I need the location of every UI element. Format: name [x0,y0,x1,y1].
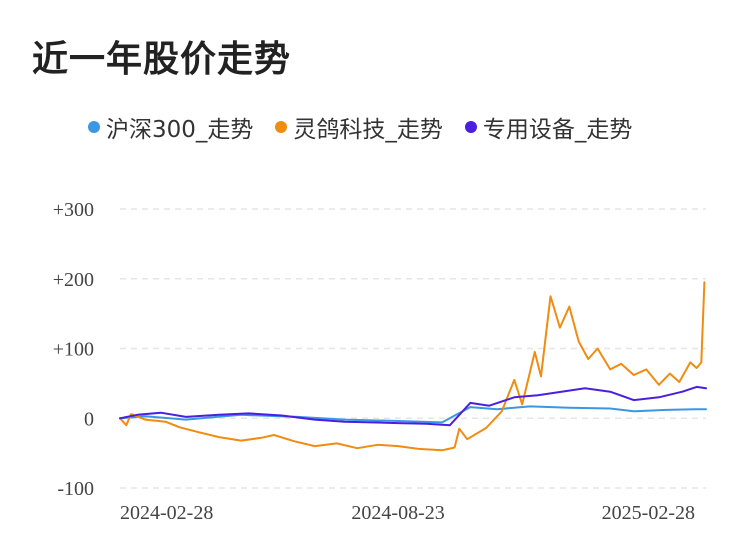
legend-dot-zysb-icon [464,121,477,133]
x-tick-label: 2025-02-28 [602,502,695,524]
y-tick-label: +300 [53,199,94,221]
y-tick-label: -100 [57,478,94,500]
legend-dot-hs300-icon [88,121,100,133]
x-tick-label: 2024-02-28 [120,502,213,524]
y-tick-label: +200 [53,269,94,291]
y-tick-label: 0 [84,408,94,430]
legend-label-zysb: 专用设备_走势 [482,117,633,143]
legend-label-ljkj: 灵鸽科技_走势 [293,117,443,143]
legend-item-hs300[interactable]: 沪深300_走势 [88,110,253,144]
series-line-0 [119,405,707,424]
series-line-1 [119,281,706,452]
series-line-2 [119,385,707,427]
chart-title: 近一年股价走势 [32,39,292,80]
legend-item-zysb[interactable]: 专用设备_走势 [464,110,633,144]
legend-label-hs300: 沪深300_走势 [106,117,254,143]
legend-item-ljkj[interactable]: 灵鸽科技_走势 [275,110,443,144]
x-tick-label: 2024-08-23 [351,502,444,524]
legend: 沪深300_走势 灵鸽科技_走势 专用设备_走势 [88,110,632,144]
y-tick-label: +100 [53,339,94,361]
legend-dot-ljkj-icon [275,121,288,133]
